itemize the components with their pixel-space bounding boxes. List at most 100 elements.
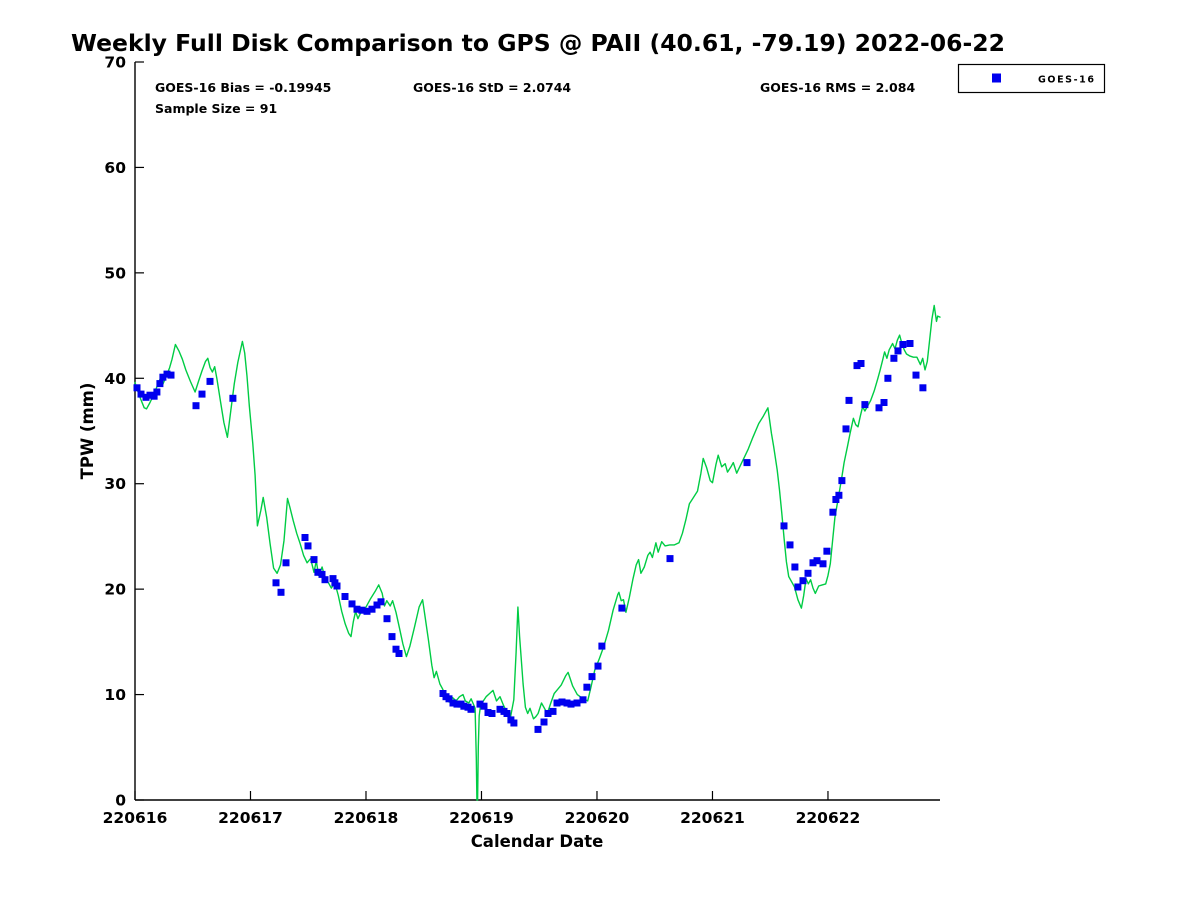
- scatter-point: [880, 399, 888, 406]
- scatter-point: [794, 583, 802, 591]
- scatter-point: [503, 710, 511, 717]
- scatter-point: [395, 650, 403, 657]
- y-tick-label-40: 40: [104, 370, 126, 388]
- scatter-point: [445, 695, 453, 703]
- scatter-point: [583, 683, 591, 691]
- scatter-point: [353, 605, 361, 613]
- scatter-point: [476, 700, 484, 708]
- scatter-point: [314, 568, 322, 576]
- scatter-point: [341, 593, 349, 600]
- scatter-point: [388, 633, 396, 641]
- scatter-point: [206, 377, 214, 385]
- scatter-point: [819, 560, 827, 568]
- y-tick-label-70: 70: [104, 54, 126, 72]
- x-tick-label-220619: 220619: [449, 809, 514, 827]
- scatter-point: [544, 710, 552, 717]
- scatter-point: [304, 542, 312, 550]
- y-tick-label-30: 30: [104, 475, 126, 493]
- x-tick-label-220617: 220617: [218, 809, 283, 827]
- scatter-point: [484, 709, 492, 716]
- y-tick-label-20: 20: [104, 581, 126, 599]
- y-tick-label-60: 60: [104, 159, 126, 177]
- scatter-point: [857, 360, 865, 367]
- scatter-point: [510, 719, 518, 727]
- scatter-point: [318, 570, 326, 578]
- scatter-point: [192, 402, 200, 410]
- axes: 0 10 20 30 40 50 60 70 220616 220617 220618 220619 2…: [103, 54, 940, 827]
- legend: GOES-16: [957, 63, 1106, 94]
- scatter-point: [137, 390, 145, 398]
- scatter-point: [791, 563, 799, 571]
- scatter-point: [799, 577, 807, 585]
- scatter-point: [480, 702, 488, 710]
- scatter-point: [163, 370, 171, 378]
- scatter-point: [449, 699, 457, 707]
- scatter-point: [301, 534, 309, 541]
- scatter-point: [496, 705, 504, 713]
- scatter-point: [310, 556, 318, 564]
- scatter-point: [832, 496, 840, 503]
- scatter-point: [861, 401, 869, 409]
- scatter-point: [558, 698, 566, 706]
- scatter-point: [829, 508, 837, 516]
- stat-rms: GOES-16 RMS = 2.084: [760, 80, 915, 95]
- legend-marker-square-icon: [992, 73, 1001, 83]
- scatter-point: [534, 725, 542, 733]
- y-tick-label-50: 50: [104, 264, 126, 282]
- scatter-point: [198, 390, 206, 398]
- scatter-point: [884, 374, 892, 382]
- scatter-point: [780, 522, 788, 530]
- scatter-point: [229, 394, 237, 402]
- scatter-point: [272, 579, 280, 587]
- scatter-point: [804, 569, 812, 577]
- scatter-point: [321, 576, 329, 584]
- scatter-point: [875, 404, 883, 412]
- scatter-point: [540, 718, 548, 726]
- scatter-point: [743, 459, 751, 467]
- y-tick-label-10: 10: [104, 686, 126, 704]
- scatter-point: [358, 606, 366, 614]
- scatter-point: [919, 384, 927, 392]
- scatter-point: [842, 425, 850, 433]
- scatter-point: [146, 391, 154, 399]
- x-tick-label-220621: 220621: [680, 809, 745, 827]
- scatter-point: [553, 699, 561, 707]
- chart-title: Weekly Full Disk Comparison to GPS @ PAI…: [71, 29, 1005, 57]
- y-tick-label-0: 0: [115, 792, 126, 810]
- scatter-point: [813, 557, 821, 565]
- scatter-point: [460, 702, 468, 710]
- scatter-point: [373, 601, 381, 609]
- scatter-point: [579, 696, 587, 704]
- scatter-point: [153, 388, 161, 396]
- stat-bias: GOES-16 Bias = -0.19945: [155, 80, 331, 95]
- scatter-point: [150, 392, 158, 400]
- scatter-point: [845, 396, 853, 404]
- scatter-point: [890, 354, 898, 362]
- stat-sample-size: Sample Size = 91: [155, 101, 277, 116]
- x-tick-label-220620: 220620: [565, 809, 630, 827]
- scatter-point: [333, 582, 341, 590]
- scatter-point: [277, 588, 285, 596]
- scatter-point: [363, 607, 371, 615]
- scatter-point: [786, 541, 794, 549]
- scatter-point: [598, 642, 606, 650]
- scatter-point: [467, 705, 475, 713]
- legend-box: [957, 63, 1106, 94]
- scatter-point: [453, 700, 461, 708]
- scatter-point: [282, 559, 290, 567]
- scatter-point: [329, 575, 337, 583]
- scatter-point: [666, 555, 674, 563]
- x-axis-label: Calendar Date: [471, 832, 604, 851]
- x-tick-label-220616: 220616: [103, 809, 168, 827]
- scatter-point: [383, 615, 391, 623]
- scatter-point: [618, 604, 626, 612]
- scatter-point: [594, 662, 602, 670]
- scatter-point: [549, 707, 557, 715]
- scatter-point: [835, 491, 843, 499]
- scatter-point: [142, 393, 150, 401]
- scatter-point: [156, 380, 164, 388]
- scatter-point: [133, 384, 141, 392]
- scatter-point: [588, 673, 596, 681]
